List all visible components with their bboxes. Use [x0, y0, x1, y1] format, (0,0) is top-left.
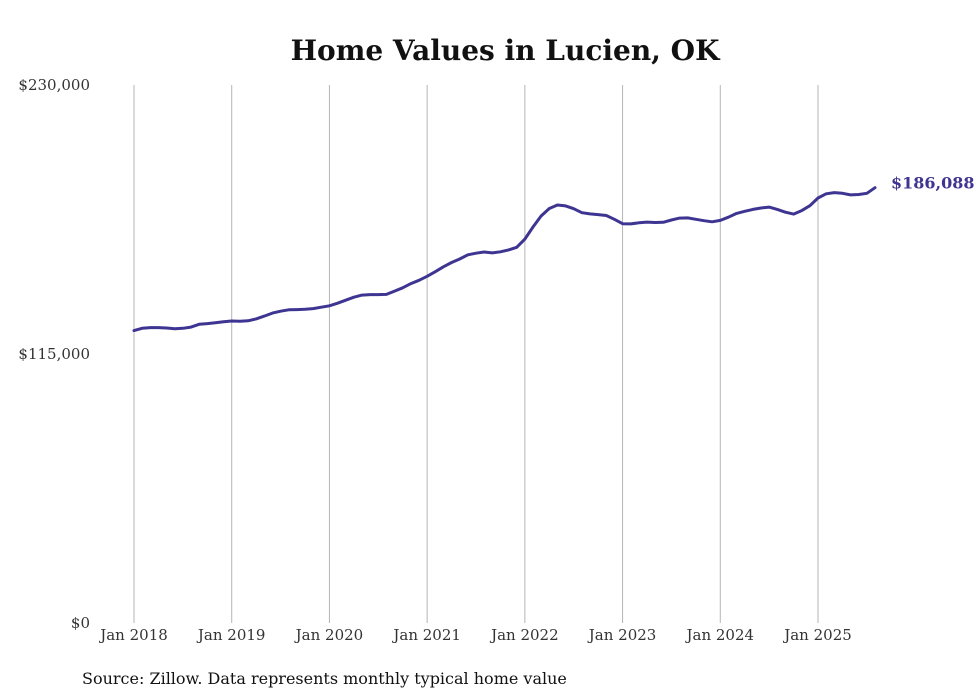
x-axis-tick-labels: Jan 2018 Jan 2019 Jan 2020 Jan 2021 Jan 2022…: [98, 626, 852, 644]
x-tick-label: Jan 2020: [294, 626, 364, 644]
chart-title: Home Values in Lucien, OK: [291, 34, 721, 67]
x-tick-label: Jan 2024: [685, 626, 755, 644]
x-tick-label: Jan 2018: [98, 626, 168, 644]
y-tick-label: $230,000: [18, 76, 90, 94]
gridlines: [133, 85, 819, 623]
x-tick-label: Jan 2021: [391, 626, 461, 644]
y-tick-label: $115,000: [18, 345, 90, 363]
x-tick-label: Jan 2025: [782, 626, 852, 644]
series-lines: [132, 186, 877, 333]
x-tick-label: Jan 2023: [587, 626, 657, 644]
series-line-0: [132, 186, 877, 333]
x-tick-label: Jan 2022: [489, 626, 559, 644]
x-tick-label: Jan 2019: [196, 626, 266, 644]
y-tick-label: $0: [71, 614, 90, 632]
source-note: Source: Zillow. Data represents monthly …: [82, 669, 567, 688]
end-value-label: $186,088: [891, 174, 975, 193]
y-axis-tick-labels: $0 $115,000 $230,000: [18, 76, 90, 632]
